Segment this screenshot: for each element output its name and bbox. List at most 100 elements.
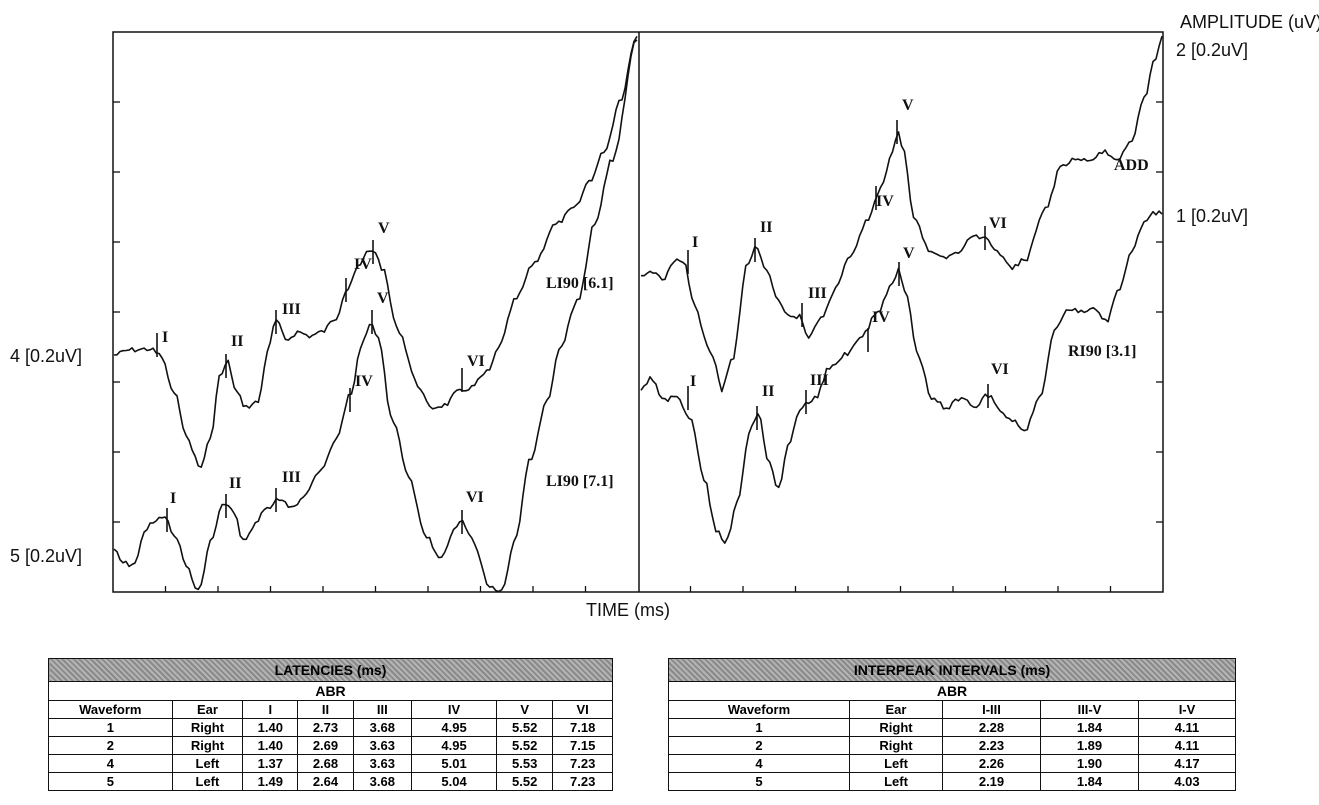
table-cell: 1.84 [1040, 718, 1139, 737]
waveform-ri90-3-1 [640, 210, 1163, 544]
table-cell: 1.40 [242, 718, 299, 737]
peak-label: I [170, 490, 176, 507]
latencies-col-header: I [242, 700, 299, 719]
table-cell: 5.52 [496, 736, 554, 755]
intervals-subtitle: ABR [667, 681, 1237, 701]
table-cell: 5.04 [411, 772, 498, 791]
waveform-traces [113, 35, 1163, 593]
peak-label: III [282, 469, 301, 486]
peak-label: II [762, 383, 774, 400]
table-cell: Left [849, 754, 943, 773]
peak-label: V [378, 220, 390, 237]
peak-label: III [810, 372, 829, 389]
table-cell: 1.90 [1040, 754, 1139, 773]
y-axis-label: AMPLITUDE (uV) [1180, 12, 1319, 32]
table-cell: 2 [668, 736, 850, 755]
table-row: 4 Left 2.26 1.90 4.17 [668, 754, 1237, 773]
table-cell: Right [171, 718, 244, 737]
table-cell: 5.52 [496, 718, 554, 737]
table-cell: 1 [48, 718, 173, 737]
latencies-col-header: Waveform [48, 700, 173, 719]
table-cell: 4 [668, 754, 850, 773]
intervals-title: INTERPEAK INTERVALS (ms) [667, 658, 1237, 682]
table-cell: Right [849, 736, 943, 755]
table-cell: 2.64 [297, 772, 354, 791]
table-cell: 2.28 [942, 718, 1041, 737]
channel-label-4: 4 [0.2uV] [10, 346, 82, 366]
channel-label-5: 5 [0.2uV] [10, 546, 82, 566]
table-row: 1 Right 2.28 1.84 4.11 [668, 718, 1237, 737]
peak-label: III [282, 301, 301, 318]
peak-label: II [231, 333, 243, 350]
latencies-col-header: IV [411, 700, 498, 719]
peak-label: VI [989, 215, 1007, 232]
table-cell: 3.63 [352, 754, 413, 773]
table-cell: 4.03 [1137, 772, 1237, 791]
peak-label: IV [876, 193, 894, 210]
waveform-li90-7-1 [113, 39, 638, 593]
peak-label: I [690, 373, 696, 390]
peak-label: I [162, 329, 168, 346]
table-cell: 4.95 [411, 718, 498, 737]
table-cell: 5.52 [496, 772, 554, 791]
peak-label: IV [355, 373, 373, 390]
plot-frame [112, 31, 1164, 593]
table-cell: 4.95 [411, 736, 498, 755]
intervals-header-row: Waveform Ear I-III III-V I-V [668, 700, 1237, 719]
peak-label: VI [467, 353, 485, 370]
trace-label-li90-6: LI90 [6.1] [546, 275, 614, 292]
table-cell: 5 [668, 772, 850, 791]
table-cell: 1.40 [242, 736, 299, 755]
table-cell: Left [171, 772, 244, 791]
peak-label: I [692, 234, 698, 251]
table-cell: 5 [48, 772, 173, 791]
table-cell: 1.84 [1040, 772, 1139, 791]
peak-label: II [229, 475, 241, 492]
table-cell: 5.53 [496, 754, 554, 773]
peak-label: V [902, 97, 914, 114]
intervals-col-header: Ear [849, 700, 943, 719]
trace-label-ri90-3: RI90 [3.1] [1068, 343, 1136, 360]
latencies-col-header: VI [552, 700, 613, 719]
peak-label: III [808, 285, 827, 302]
table-cell: 1.37 [242, 754, 299, 773]
intervals-col-header: I-III [942, 700, 1041, 719]
waveform-add [641, 35, 1163, 393]
table-cell: 4.11 [1137, 718, 1237, 737]
peak-label: V [377, 290, 389, 307]
intervals-col-header: III-V [1040, 700, 1139, 719]
table-row: 4 Left 1.37 2.68 3.63 5.01 5.53 7.23 [48, 754, 613, 773]
table-cell: 2.68 [297, 754, 354, 773]
trace-label-add: ADD [1114, 157, 1149, 174]
table-cell: 2 [48, 736, 173, 755]
table-cell: 2.73 [297, 718, 354, 737]
table-cell: 3.68 [352, 772, 413, 791]
latencies-col-header: V [496, 700, 554, 719]
table-cell: 3.68 [352, 718, 413, 737]
table-cell: Right [849, 718, 943, 737]
table-row: 5 Left 1.49 2.64 3.68 5.04 5.52 7.23 [48, 772, 613, 791]
trace-label-li90-7: LI90 [7.1] [546, 473, 614, 490]
table-row: 2 Right 1.40 2.69 3.63 4.95 5.52 7.15 [48, 736, 613, 755]
table-cell: 7.18 [552, 718, 613, 737]
peak-label: II [760, 219, 772, 236]
table-row: 2 Right 2.23 1.89 4.11 [668, 736, 1237, 755]
intervals-col-header: Waveform [668, 700, 850, 719]
table-cell: 5.01 [411, 754, 498, 773]
latencies-col-header: III [352, 700, 413, 719]
table-cell: 7.23 [552, 754, 613, 773]
peak-label: VI [466, 489, 484, 506]
table-cell: 1.49 [242, 772, 299, 791]
interpeak-intervals-table: INTERPEAK INTERVALS (ms) ABR Waveform Ear… [667, 658, 1237, 791]
channel-label-2: 2 [0.2uV] [1176, 40, 1248, 60]
table-row: 5 Left 2.19 1.84 4.03 [668, 772, 1237, 791]
latencies-subtitle: ABR [48, 681, 613, 701]
table-cell: 2.26 [942, 754, 1041, 773]
table-cell: 4.17 [1137, 754, 1237, 773]
table-cell: 2.69 [297, 736, 354, 755]
peak-label: VI [991, 361, 1009, 378]
channel-label-1: 1 [0.2uV] [1176, 206, 1248, 226]
intervals-col-header: I-V [1137, 700, 1237, 719]
